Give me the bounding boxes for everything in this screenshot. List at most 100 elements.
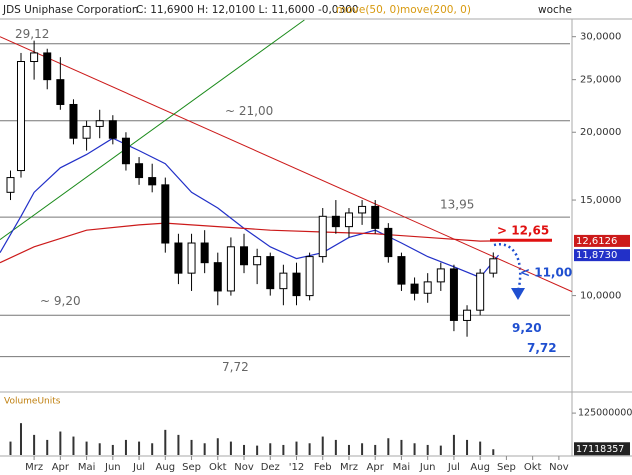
volume-last-label: 17118357	[576, 444, 624, 455]
annotation-label: 9,20	[512, 321, 542, 335]
volume-bar	[33, 434, 36, 455]
candle-body	[436, 268, 445, 283]
x-tick-label: Sep	[182, 462, 201, 473]
candle-body	[226, 246, 235, 292]
candle-body	[423, 281, 432, 294]
volume-bar	[361, 443, 364, 455]
x-tick-label: Mrz	[340, 462, 358, 473]
x-tick-label: Sep	[497, 462, 516, 473]
level-label: 13,95	[440, 198, 474, 212]
quote: C: 11,6900 H: 12,0100 L: 11,6000 -0,0300	[136, 4, 359, 16]
candle-body	[331, 215, 340, 228]
candle-body	[95, 120, 104, 127]
forecast-arrow	[493, 243, 522, 293]
candle-body	[279, 272, 288, 290]
candle-body	[56, 79, 65, 105]
candle-body	[6, 177, 15, 193]
x-tick-label: Nov	[549, 462, 569, 473]
candle-body	[82, 125, 91, 139]
volume-bar	[492, 449, 495, 455]
level-label: ~ 9,20	[40, 294, 81, 308]
symbol: JDS Uniphase Corporation	[2, 4, 139, 16]
ma-line	[0, 222, 499, 264]
x-tick-label: Dez	[261, 462, 280, 473]
volume-label: VolumeUnits	[4, 397, 61, 407]
candle-body	[148, 177, 157, 186]
x-tick-label: Mrz	[25, 462, 43, 473]
volume-bar	[190, 439, 193, 455]
trendline	[0, 19, 305, 241]
candle-body	[135, 163, 144, 179]
candle-body	[344, 212, 353, 228]
last-value-label: 12,6126	[576, 236, 617, 247]
candle-body	[318, 215, 327, 258]
volume-bar	[216, 438, 219, 455]
volume-bar	[413, 443, 416, 455]
y-tick-label: 25,0000	[580, 75, 621, 86]
y-tick-label: 10,0000	[580, 291, 621, 302]
y-tick-label: 30,0000	[580, 32, 621, 43]
volume-bar	[466, 439, 469, 455]
x-tick-label: Aug	[156, 462, 176, 473]
x-tick-label: Mai	[393, 462, 411, 473]
volume-bar	[439, 445, 442, 455]
volume-bar	[295, 441, 298, 455]
candle-body	[43, 52, 52, 81]
x-tick-label: Feb	[314, 462, 332, 473]
trendline	[0, 36, 573, 293]
volume-bar	[19, 423, 22, 455]
candle-body	[489, 258, 498, 274]
volume-bar	[151, 443, 154, 455]
volume-bar	[452, 434, 455, 455]
volume-bar	[164, 429, 167, 455]
volume-bar	[400, 439, 403, 455]
candle-body	[200, 242, 209, 264]
annotation-label: < 11,00	[520, 266, 572, 280]
volume-bar	[177, 434, 180, 455]
candle-body	[108, 120, 117, 139]
volume-bar	[387, 438, 390, 455]
candle-body	[266, 256, 275, 290]
candle-body	[174, 242, 183, 274]
candle-body	[69, 103, 78, 139]
x-tick-label: Jul	[132, 462, 145, 473]
period: woche	[538, 4, 572, 16]
candle-body	[305, 256, 314, 297]
candle-body	[463, 309, 472, 321]
x-tick-label: Jul	[447, 462, 460, 473]
ma50-label: move(50, 0)	[336, 4, 400, 16]
candle-body	[397, 256, 406, 285]
volume-bar	[347, 444, 350, 455]
candle-body	[213, 262, 222, 292]
volume-bar	[59, 431, 62, 455]
x-tick-label: Jun	[104, 462, 121, 473]
candle-body	[161, 184, 170, 244]
x-tick-label: Mai	[78, 462, 96, 473]
volume-bar	[426, 444, 429, 455]
ma200-label: move(200, 0)	[400, 4, 471, 16]
last-value-box	[574, 249, 630, 262]
volume-bar	[85, 441, 88, 455]
volume-bar	[229, 441, 232, 455]
volume-bar	[282, 444, 285, 455]
candle-body	[121, 137, 130, 165]
volume-bar	[72, 436, 75, 455]
volume-bar	[308, 443, 311, 455]
volume-bar	[203, 443, 206, 455]
candle-body	[371, 205, 380, 229]
candle-body	[449, 268, 458, 321]
volume-tick-label: 125000000	[578, 408, 632, 419]
candle-body	[16, 61, 25, 172]
last-value-label: 11,8730	[576, 250, 617, 261]
last-value-box	[574, 234, 630, 247]
candle-body	[476, 272, 485, 311]
level-label: ~ 21,00	[225, 104, 273, 118]
volume-bar	[138, 441, 141, 455]
volume-bar	[9, 441, 12, 455]
x-tick-label: Apr	[367, 462, 385, 473]
candle-body	[187, 242, 196, 274]
x-tick-label: Jun	[419, 462, 436, 473]
candle-body	[292, 272, 301, 297]
